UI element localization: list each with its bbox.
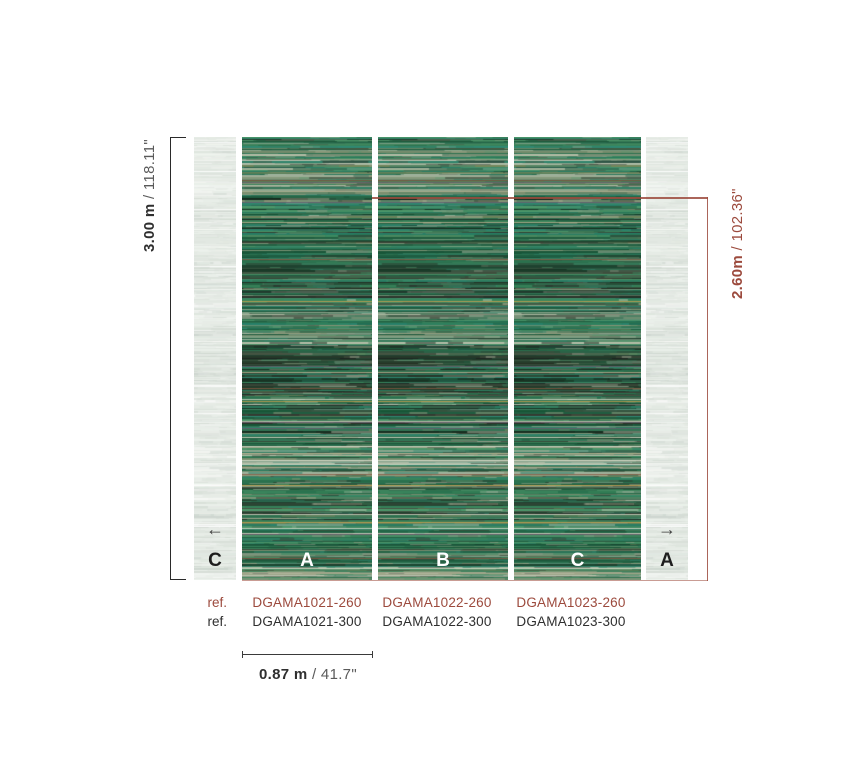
- left-partial-panel-letter: C: [208, 550, 222, 571]
- right-partial-panel-texture: [646, 137, 688, 580]
- arrow-right-icon: →: [658, 519, 676, 539]
- panel-a-texture: [242, 137, 372, 580]
- reference-code-260-b: DGAMA1022-260: [382, 595, 492, 610]
- width-dimension-line: [242, 654, 373, 655]
- panel-a: A: [242, 137, 372, 580]
- reference-code-300-a: DGAMA1021-300: [252, 614, 362, 629]
- panel-b: B: [378, 137, 508, 580]
- width-tick-left: [242, 651, 243, 658]
- panel-b-texture: [378, 137, 508, 580]
- cut-height-value-in: / 102.36": [729, 188, 746, 251]
- height-value-in: / 118.11": [141, 139, 158, 200]
- width-value-m: 0.87 m: [259, 666, 308, 683]
- panel-a-letter: A: [300, 550, 314, 571]
- ref-label-260: ref.: [207, 595, 227, 610]
- reference-code-260-a: DGAMA1021-260: [252, 595, 362, 610]
- left-partial-panel: ← C: [194, 137, 236, 580]
- panel-c-texture: [514, 137, 641, 580]
- cut-height-bracket-line: [706, 197, 708, 581]
- height-dimension-label: 3.00 m / 118.11": [141, 139, 158, 252]
- panel-b-letter: B: [436, 550, 450, 571]
- cut-height-dimension-label: 2.60m / 102.36": [729, 188, 746, 299]
- width-dimension-label: 0.87 m / 41.7": [234, 666, 382, 683]
- reference-code-300-b: DGAMA1022-300: [382, 614, 492, 629]
- width-value-in: / 41.7": [312, 666, 357, 683]
- reference-code-300-c: DGAMA1023-300: [516, 614, 626, 629]
- ref-label-300: ref.: [207, 614, 227, 629]
- left-partial-panel-texture: [194, 137, 236, 580]
- cut-height-value-m: 2.60m: [729, 254, 746, 299]
- arrow-left-icon: ←: [206, 519, 224, 539]
- panel-c-letter: C: [570, 550, 585, 571]
- height-value-m: 3.00 m: [141, 203, 158, 253]
- panel-c: C: [514, 137, 641, 580]
- width-tick-right: [372, 651, 373, 658]
- height-bracket: [170, 137, 186, 580]
- cut-height-bottom-line: [242, 579, 708, 581]
- reference-code-260-c: DGAMA1023-260: [516, 595, 626, 610]
- cut-height-top-line: [372, 197, 708, 199]
- right-partial-panel-letter: A: [660, 550, 674, 571]
- right-partial-panel: → A: [646, 137, 688, 580]
